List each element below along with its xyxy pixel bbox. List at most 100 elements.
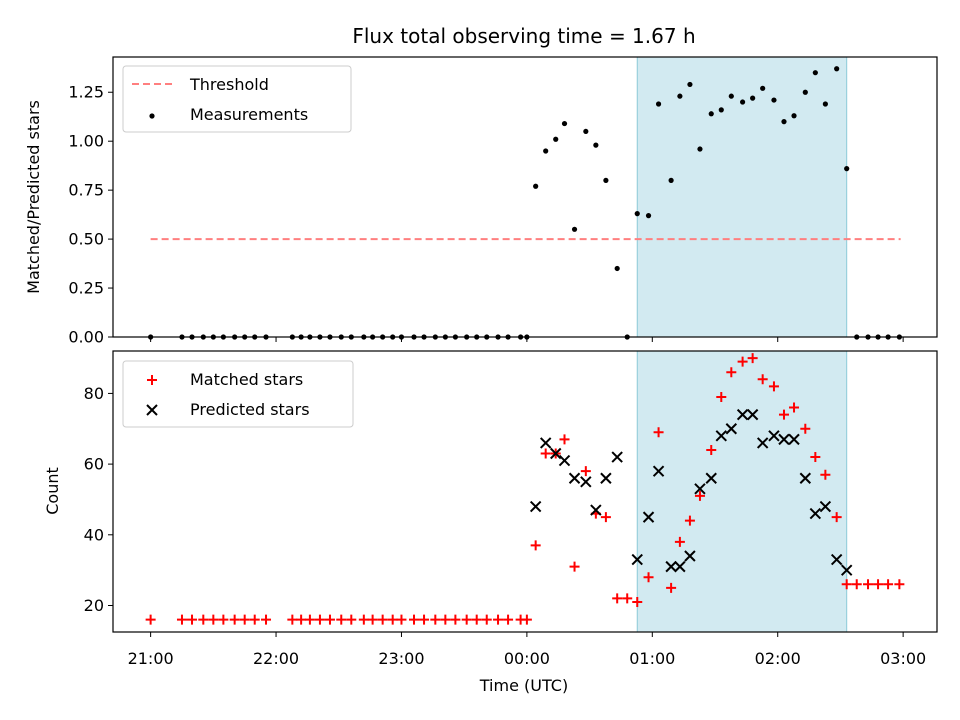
matched-star-point [674,536,685,547]
matched-star-point [287,614,298,625]
predicted-star-point [558,454,571,467]
matched-star-point [612,593,623,604]
matched-star-point [894,579,905,590]
bottom-y-axis-title: Count [43,467,62,515]
bottom-y-tick-label: 20 [84,596,104,615]
matched-star-point [643,572,654,583]
matched-star-point [358,614,369,625]
matched-star-point [800,423,811,434]
matched-star-point [810,452,821,463]
predicted-star-point [652,465,665,477]
predicted-star-point [756,437,769,449]
matched-star-point [430,614,441,625]
measurement-point [750,95,756,101]
matched-star-point [737,356,748,367]
matched-star-point [726,367,737,378]
measurement-point [687,81,693,88]
measurement-point [583,128,589,135]
matched-star-point [493,614,504,625]
measurement-point [603,177,609,183]
matched-star-point [716,391,727,402]
matched-star-point [883,579,894,590]
legend-predicted-swatch [146,404,158,416]
measurement-point [708,111,714,117]
measurement-point [740,99,746,105]
matched-star-point [632,596,643,607]
legend-measurements-label: Measurements [190,105,308,124]
matched-star-point [600,512,611,523]
bottom-y-tick-label: 80 [84,384,104,403]
measurement-point [553,136,559,142]
matched-star-point [261,614,272,625]
predicted-star-point [799,472,812,484]
x-tick-label: 03:00 [880,649,926,668]
predicted-star-point [715,430,727,442]
matched-star-point [580,466,591,477]
matched-star-point [768,381,779,392]
matched-star-point [666,582,677,593]
matched-star-point [396,614,407,625]
matched-star-point [367,614,378,625]
measurement-point [645,213,652,219]
measurement-point [533,183,539,189]
matched-star-point [851,579,862,590]
matched-star-point [521,614,532,625]
predicted-star-point [611,451,623,463]
chart-title: Flux total observing time = 1.67 h [352,24,695,48]
matched-star-point [569,561,580,572]
matched-star-point [346,614,357,625]
matched-star-point [324,614,335,625]
matched-star-point [461,614,472,625]
measurement-point [771,97,777,103]
predicted-star-point [631,553,643,566]
predicted-star-point [809,507,822,520]
matched-star-point [239,614,250,625]
matched-star-point [747,353,758,364]
bottom-y-tick-label: 40 [84,525,104,544]
matched-star-point [481,614,492,625]
predicted-star-point [642,511,655,523]
predicted-star-point [840,564,853,576]
predicted-star-point [684,550,696,562]
predicted-star-point [788,433,800,446]
matched-star-point [314,614,325,625]
matched-star-point [789,402,800,413]
matched-star-point [706,444,717,455]
matched-star-point [409,614,420,625]
predicted-star-point [550,447,562,460]
bottom-legend: Matched stars Predicted stars [122,360,354,428]
matched-star-point [841,579,852,590]
measurement-point [822,101,828,107]
legend-predicted-label: Predicted stars [190,400,310,419]
x-tick-label: 02:00 [755,649,801,668]
measurement-point [781,119,787,125]
top-y-tick-label: 0.50 [68,230,104,249]
measurement-point [791,113,797,119]
matched-star-point [145,614,156,625]
matched-star-point [653,427,664,438]
matched-star-point [622,593,633,604]
top-legend: Threshold Measurements [122,65,352,133]
bottom-legend-box [122,360,354,428]
measurement-point [718,107,724,113]
measurement-point [728,93,734,99]
top-legend-box [122,65,352,133]
top-plot-frame [112,56,938,338]
predicted-star-point [705,472,717,484]
top-panel: 0.00 0.25 0.50 0.75 1.00 1.25 Matched/Predict… [24,56,938,347]
legend-threshold-label: Threshold [189,75,269,94]
matched-star-point [684,515,695,526]
predicted-star-point [778,433,790,446]
matched-star-point [540,448,551,459]
matched-star-point [176,614,187,625]
x-tick-label: 00:00 [504,649,550,668]
measurement-point [571,226,578,232]
matched-star-point [229,614,240,625]
matched-star-point [503,614,514,625]
legend-matched-swatch [147,375,157,385]
x-tick-label: 22:00 [253,649,299,668]
bottom-panel: 20 40 60 80 21:00 22:00 23:00 00:00 01:00 02:00 0… [43,350,938,695]
bottom-y-tick-label: 60 [84,455,104,474]
predicted-star-point [568,472,581,484]
measurement-point [760,85,766,91]
